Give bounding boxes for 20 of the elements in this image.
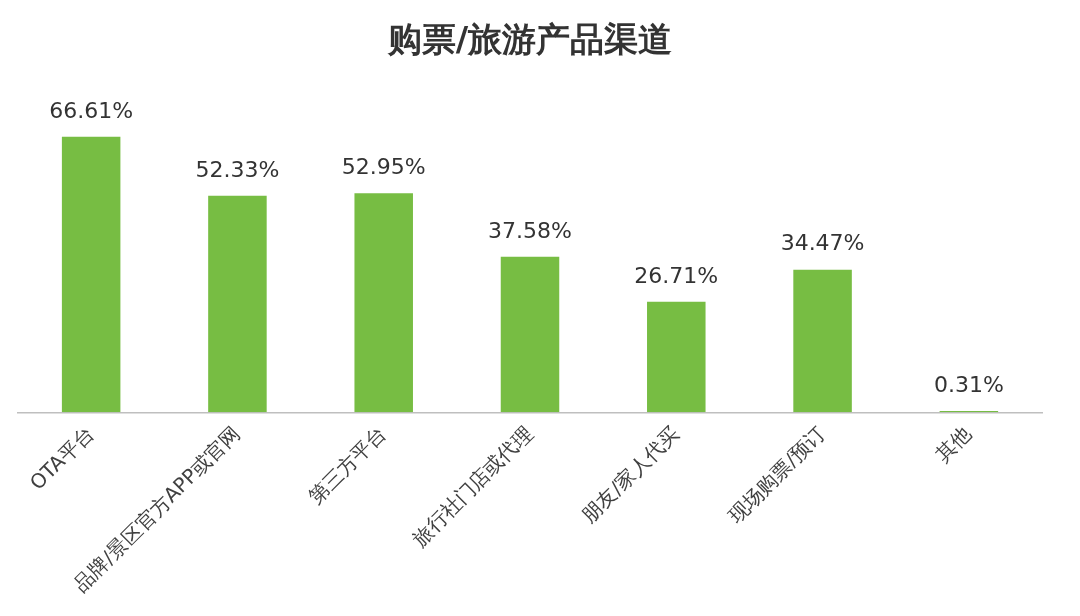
data-label: 52.95% — [341, 154, 426, 180]
data-label: 66.61% — [49, 97, 134, 123]
x-tick-label: 其他 — [930, 420, 977, 467]
x-tick-label: 现场购票/预订 — [723, 420, 830, 528]
x-tick-label: 朋友/家人代买 — [576, 420, 684, 528]
data-label: 26.71% — [634, 262, 719, 288]
chart-title: 购票/旅游产品渠道 — [386, 19, 673, 60]
bar — [647, 301, 706, 413]
bar — [208, 195, 267, 413]
x-tick-label: 旅行社门店或代理 — [407, 420, 538, 552]
data-label: 37.58% — [488, 217, 572, 243]
data-label: 34.47% — [780, 230, 865, 256]
bar — [61, 136, 121, 413]
data-label: 52.33% — [195, 156, 280, 182]
bar — [500, 256, 560, 413]
bar — [354, 193, 413, 413]
x-tick-label: 第三方平台 — [303, 420, 391, 509]
x-tick-label: OTA平台 — [24, 420, 99, 495]
bar — [793, 269, 852, 413]
data-label: 0.31% — [933, 371, 1004, 397]
